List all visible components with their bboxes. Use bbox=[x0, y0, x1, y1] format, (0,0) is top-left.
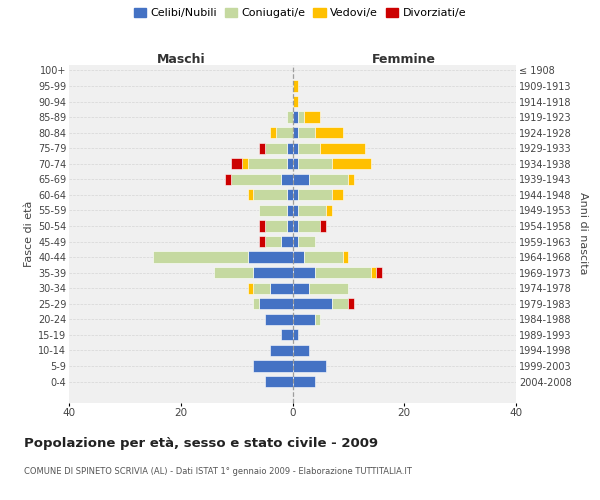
Bar bbox=[332, 190, 343, 200]
Bar bbox=[226, 174, 231, 185]
Bar bbox=[298, 220, 320, 232]
Text: Femmine: Femmine bbox=[372, 53, 436, 66]
Bar bbox=[293, 142, 298, 154]
Bar bbox=[298, 190, 332, 200]
Bar bbox=[332, 298, 349, 310]
Bar bbox=[259, 205, 287, 216]
Bar bbox=[270, 345, 293, 356]
Text: COMUNE DI SPINETO SCRIVIA (AL) - Dati ISTAT 1° gennaio 2009 - Elaborazione TUTTI: COMUNE DI SPINETO SCRIVIA (AL) - Dati IS… bbox=[24, 468, 412, 476]
Bar bbox=[231, 158, 242, 170]
Bar bbox=[253, 267, 293, 278]
Bar bbox=[253, 360, 293, 372]
Bar bbox=[265, 376, 293, 387]
Bar bbox=[293, 267, 315, 278]
Bar bbox=[293, 158, 298, 170]
Bar bbox=[298, 142, 320, 154]
Bar bbox=[293, 376, 315, 387]
Bar bbox=[248, 158, 287, 170]
Bar bbox=[231, 174, 281, 185]
Bar bbox=[293, 236, 298, 247]
Bar bbox=[259, 220, 265, 232]
Bar bbox=[242, 158, 248, 170]
Bar bbox=[287, 220, 293, 232]
Bar bbox=[270, 282, 293, 294]
Bar bbox=[248, 282, 253, 294]
Bar bbox=[349, 174, 354, 185]
Bar bbox=[248, 252, 293, 262]
Bar bbox=[153, 252, 248, 262]
Bar bbox=[265, 142, 287, 154]
Bar bbox=[309, 174, 349, 185]
Bar bbox=[214, 267, 253, 278]
Bar bbox=[293, 360, 326, 372]
Bar bbox=[320, 142, 365, 154]
Bar bbox=[371, 267, 376, 278]
Bar bbox=[248, 190, 253, 200]
Bar bbox=[253, 282, 270, 294]
Bar bbox=[293, 174, 309, 185]
Bar bbox=[315, 127, 343, 138]
Bar bbox=[298, 236, 315, 247]
Bar bbox=[253, 190, 287, 200]
Bar bbox=[326, 205, 332, 216]
Bar bbox=[349, 298, 354, 310]
Bar bbox=[298, 158, 332, 170]
Bar bbox=[270, 127, 276, 138]
Bar bbox=[287, 142, 293, 154]
Bar bbox=[259, 298, 293, 310]
Y-axis label: Anni di nascita: Anni di nascita bbox=[578, 192, 588, 275]
Y-axis label: Fasce di età: Fasce di età bbox=[23, 200, 34, 267]
Bar bbox=[293, 252, 304, 262]
Bar bbox=[293, 80, 298, 92]
Bar bbox=[293, 345, 309, 356]
Bar bbox=[293, 205, 298, 216]
Bar bbox=[276, 127, 293, 138]
Bar bbox=[281, 236, 293, 247]
Bar bbox=[293, 220, 298, 232]
Bar bbox=[293, 298, 332, 310]
Bar bbox=[332, 158, 371, 170]
Bar bbox=[298, 112, 304, 122]
Bar bbox=[287, 158, 293, 170]
Bar bbox=[343, 252, 349, 262]
Text: Maschi: Maschi bbox=[157, 53, 205, 66]
Bar bbox=[259, 142, 265, 154]
Bar bbox=[253, 298, 259, 310]
Bar bbox=[293, 127, 298, 138]
Bar bbox=[287, 190, 293, 200]
Bar bbox=[315, 314, 320, 325]
Bar bbox=[376, 267, 382, 278]
Text: Popolazione per età, sesso e stato civile - 2009: Popolazione per età, sesso e stato civil… bbox=[24, 438, 378, 450]
Bar bbox=[309, 282, 349, 294]
Legend: Celibi/Nubili, Coniugati/e, Vedovi/e, Divorziati/e: Celibi/Nubili, Coniugati/e, Vedovi/e, Di… bbox=[130, 3, 470, 22]
Bar bbox=[298, 205, 326, 216]
Bar bbox=[281, 330, 293, 340]
Bar bbox=[293, 96, 298, 107]
Bar bbox=[259, 236, 265, 247]
Bar bbox=[265, 314, 293, 325]
Bar bbox=[287, 112, 293, 122]
Bar bbox=[287, 205, 293, 216]
Bar bbox=[293, 282, 309, 294]
Bar bbox=[304, 252, 343, 262]
Bar bbox=[281, 174, 293, 185]
Bar bbox=[320, 220, 326, 232]
Bar bbox=[304, 112, 320, 122]
Bar bbox=[265, 220, 287, 232]
Bar bbox=[293, 314, 315, 325]
Bar bbox=[293, 190, 298, 200]
Bar bbox=[293, 112, 298, 122]
Bar bbox=[265, 236, 281, 247]
Bar bbox=[315, 267, 371, 278]
Bar bbox=[293, 330, 298, 340]
Bar bbox=[298, 127, 315, 138]
